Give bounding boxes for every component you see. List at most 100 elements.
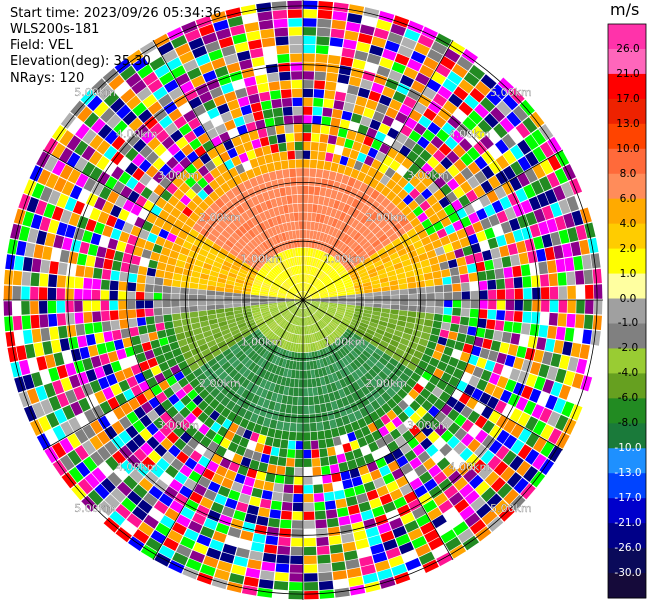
gate-46: [308, 186, 315, 195]
gate-92: [325, 81, 337, 91]
gate-1880: [321, 385, 328, 395]
gate-1447: [433, 398, 446, 411]
gate-1571: [342, 345, 350, 355]
gate-1069: [434, 306, 444, 315]
gate-1268: [383, 331, 394, 339]
gate-1517: [434, 424, 447, 437]
gate-143: [315, 231, 321, 241]
gate-1781: [344, 404, 353, 415]
gate-1555: [451, 456, 465, 470]
gate-1921: [327, 446, 336, 457]
gate-1464: [316, 311, 324, 318]
gate-45: [308, 194, 314, 204]
gate-543: [508, 88, 525, 105]
gate-1705: [323, 338, 330, 347]
gate-1703: [315, 322, 321, 331]
gate-608: [508, 128, 524, 144]
gate-1807: [316, 341, 322, 350]
gate-773: [504, 206, 517, 221]
gate-59: [314, 71, 326, 81]
gate-1366: [347, 326, 356, 334]
gate-729: [420, 236, 432, 246]
gate-603: [474, 156, 488, 170]
gate-1586: [425, 444, 439, 457]
gate-1543: [380, 381, 390, 391]
colorbar-tick-label: 13.0: [616, 117, 640, 130]
gate-708: [517, 172, 530, 187]
gate-1641: [346, 364, 355, 374]
gate-641: [510, 144, 524, 160]
gate-232: [379, 57, 394, 69]
gate-1342: [425, 364, 437, 375]
gate-1851: [337, 425, 347, 436]
gate-1354: [517, 412, 531, 427]
gate-903: [467, 263, 477, 274]
gate-851: [311, 295, 320, 299]
gate-930: [407, 282, 417, 289]
gate-1495: [520, 483, 536, 500]
gate-1709: [339, 368, 347, 378]
gate-1750: [360, 425, 371, 437]
gate-1401: [353, 333, 362, 341]
gate-877: [533, 236, 544, 250]
gate-1663: [452, 521, 469, 536]
gate-1469: [349, 338, 358, 347]
gate-1539: [356, 356, 365, 365]
gate-1456: [495, 445, 510, 460]
gate-1415: [453, 400, 466, 414]
gate-194: [357, 87, 371, 99]
gate-1421: [496, 429, 510, 445]
gate-504: [468, 110, 483, 125]
gate-1095: [364, 306, 373, 311]
gate-516: [340, 256, 349, 265]
gate-1697: [440, 529, 457, 544]
gate-627: [410, 217, 421, 228]
gate-370: [435, 63, 451, 78]
gate-253: [350, 168, 360, 179]
gate-741: [515, 188, 528, 203]
gate-501: [450, 130, 465, 144]
gate-1034: [426, 300, 435, 307]
gate-1406: [388, 357, 399, 367]
gate-2000: [316, 545, 330, 555]
gate-1287: [537, 391, 550, 407]
gate-48: [309, 168, 317, 178]
gate-37: [304, 265, 307, 274]
gate-1249: [509, 368, 521, 382]
gate-1761: [400, 512, 415, 525]
gate-1743: [335, 370, 343, 380]
gate-1588: [436, 457, 451, 471]
gate-848: [571, 210, 584, 226]
gate-1816: [341, 415, 351, 426]
gate-72: [306, 256, 310, 266]
gate-1332: [349, 324, 358, 331]
gate-704: [486, 190, 499, 204]
gate-739: [499, 196, 512, 210]
gate-575: [506, 111, 522, 127]
gate-1337: [387, 344, 397, 353]
gate-1159: [328, 305, 337, 309]
gate-1931: [341, 533, 355, 544]
gate-187: [341, 147, 352, 158]
gate-58: [314, 80, 326, 90]
gate-1722: [391, 468, 405, 480]
gate-1774: [322, 348, 328, 357]
gate-99: [331, 19, 346, 30]
gate-1951: [315, 413, 323, 423]
gate-140: [310, 257, 315, 266]
gate-526: [402, 194, 414, 206]
gate-227: [365, 99, 378, 111]
gate-847: [563, 212, 575, 229]
gate-1747: [350, 402, 359, 413]
gate-883: [584, 222, 596, 239]
gate-1440: [385, 362, 396, 372]
gate-1494: [513, 477, 529, 494]
gate-1235: [393, 330, 404, 338]
gate-1513: [409, 400, 421, 412]
gate-1199: [378, 320, 388, 327]
gate-55: [312, 106, 323, 116]
gate-1449: [447, 408, 460, 422]
gate-344: [320, 262, 327, 271]
gate-388: [370, 189, 380, 200]
gate-320: [359, 182, 369, 193]
